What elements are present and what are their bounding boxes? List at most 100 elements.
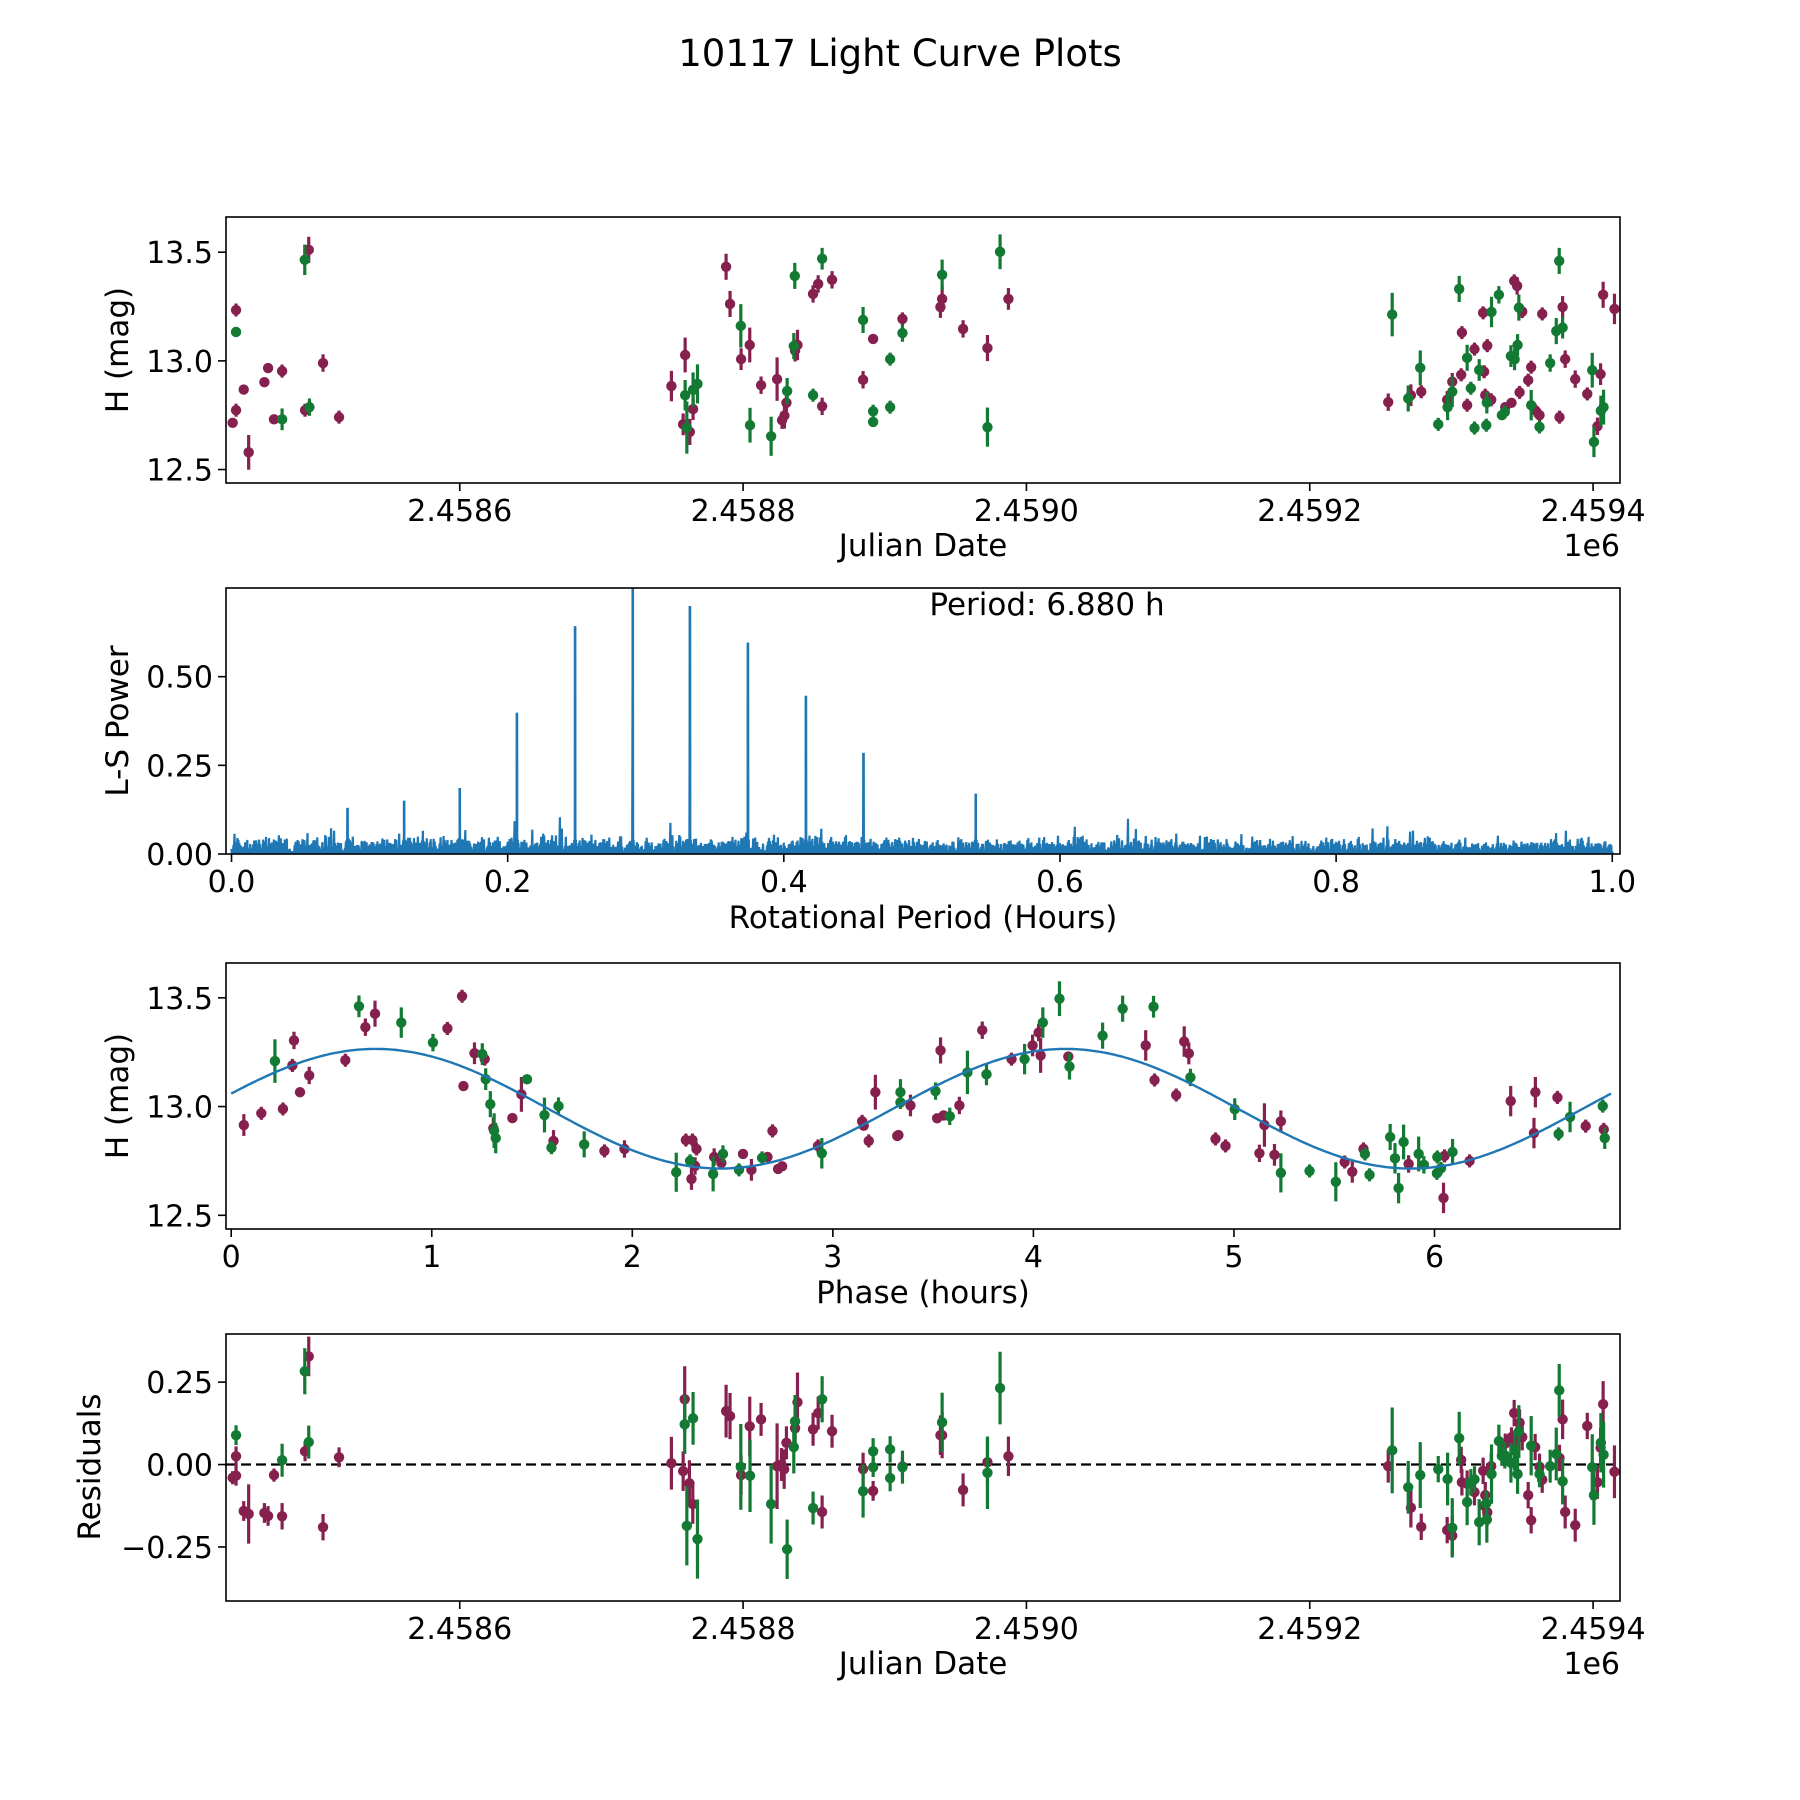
data-point [1559,350,1571,368]
data-point [884,1464,896,1492]
data-point [1359,1147,1371,1161]
marker [857,1486,869,1497]
marker [936,293,948,305]
marker [977,1025,988,1036]
marker [666,1458,677,1469]
marker [935,1045,946,1056]
x-tick-label: 2.4586 [407,1612,512,1647]
data-point [277,1102,289,1116]
marker [807,1502,819,1514]
x-tick-label: 0.4 [760,865,808,900]
x-tick-label: 2.4588 [691,494,796,529]
data-point [884,1436,896,1463]
data-point [304,1066,315,1085]
marker [1185,1072,1196,1083]
data-point [1220,1139,1231,1153]
marker [1461,1496,1473,1508]
marker [1481,1514,1493,1525]
marker [1534,421,1545,433]
marker [765,431,777,442]
marker [1033,1027,1044,1038]
data-point [1438,1182,1449,1214]
marker [1544,1460,1556,1472]
marker [1433,419,1444,430]
plot-area [230,588,1614,854]
data-point [686,1168,697,1190]
x-tick-label: 4 [1024,1240,1043,1275]
data-point [788,333,799,360]
y-axis-label: L-S Power [100,645,136,796]
data-point [1455,368,1467,382]
data-point [692,1499,703,1579]
data-point [994,1351,1006,1425]
marker [1588,1489,1600,1501]
marker [303,1436,314,1448]
marker [256,1108,267,1119]
marker [1220,1140,1231,1152]
marker [778,1463,790,1475]
marker [1019,1053,1030,1065]
marker [884,401,896,413]
data-point [679,337,691,373]
marker [456,991,468,1002]
data-point [1525,1416,1537,1476]
data-point [816,1376,828,1423]
marker [317,1521,329,1533]
marker [1512,339,1523,351]
marker [546,1142,557,1153]
data-point [262,362,274,374]
marker [1455,1454,1467,1466]
marker [982,1467,993,1478]
marker [1486,306,1497,318]
marker [1505,1095,1516,1107]
data-point [1433,1455,1444,1483]
marker [1275,1167,1287,1179]
data-point [666,370,677,402]
data-point [469,1042,480,1065]
data-point [1544,1449,1556,1483]
marker [1359,1148,1371,1160]
data-point [756,1151,768,1165]
marker [677,1465,689,1477]
marker [1461,352,1473,364]
data-point [716,1157,727,1169]
data-point [268,414,280,425]
marker [1179,1036,1190,1047]
data-point [360,1018,371,1036]
marker [724,298,736,310]
x-tick-label: 2 [623,1240,642,1275]
data-point [765,416,777,456]
marker [735,320,747,332]
x-tick-label: 2.4592 [1257,494,1362,529]
data-point [1149,1073,1160,1087]
data-point [1454,1411,1465,1465]
y-tick-label: 0.00 [146,1449,213,1484]
data-point [692,364,703,404]
data-point [707,1156,719,1192]
data-point [1469,342,1480,356]
marker [599,1145,610,1157]
marker [1525,1515,1537,1526]
data-point [816,1495,828,1529]
x-tick-label: 1.0 [1588,865,1636,900]
marker [1582,1420,1593,1432]
plot-area [230,981,1612,1214]
marker [259,376,270,388]
marker [807,390,819,401]
data-point [243,434,254,470]
marker [1387,309,1398,320]
data-point [1477,306,1489,320]
data-point [994,234,1006,270]
data-point [1512,1454,1523,1494]
marker [1598,401,1609,413]
data-point [456,989,468,1003]
data-point [957,320,969,338]
marker [1455,369,1467,380]
data-point [1461,398,1473,412]
data-point [1525,389,1537,421]
marker [720,261,732,272]
data-point [256,1106,267,1120]
marker [1447,1522,1458,1534]
data-point [826,271,838,289]
marker [317,357,329,369]
